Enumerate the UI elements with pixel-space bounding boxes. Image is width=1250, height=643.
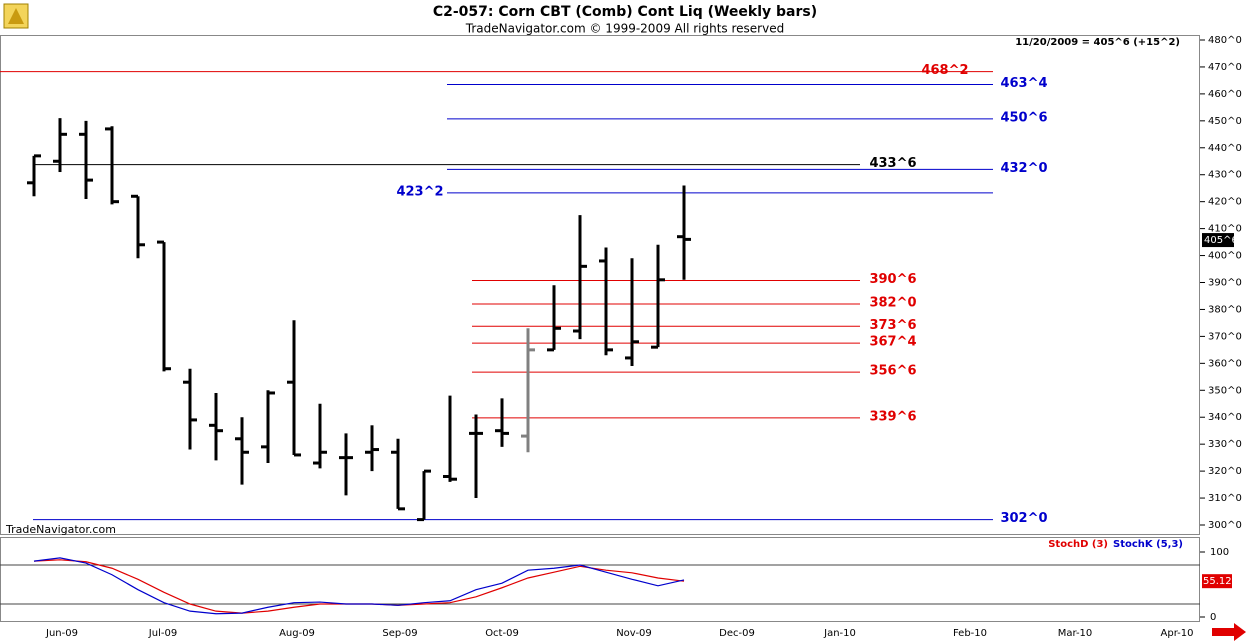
chart-title: C2-057: Corn CBT (Comb) Cont Liq (Weekly… <box>433 4 817 20</box>
y-tick-label: 320^0 <box>1208 466 1242 477</box>
x-tick-label: Mar-10 <box>1058 628 1093 639</box>
level-label: 373^6 <box>869 318 916 333</box>
y-tick-label: 480^0 <box>1208 35 1242 46</box>
level-label: 433^6 <box>869 156 916 171</box>
y-tick-label: 400^0 <box>1208 251 1242 262</box>
x-tick-label: Feb-10 <box>953 628 987 639</box>
y-tick-label: 450^0 <box>1208 116 1242 127</box>
level-label: 356^6 <box>869 364 916 379</box>
scroll-arrow[interactable] <box>1212 623 1246 641</box>
level-label: 382^0 <box>869 296 916 311</box>
level-label: 468^2 <box>921 63 968 78</box>
y-tick-label: 340^0 <box>1208 412 1242 423</box>
y-tick-label: 0 <box>1210 612 1216 623</box>
stoch-panel <box>0 537 1200 622</box>
x-tick-label: Oct-09 <box>485 628 519 639</box>
last-value-box <box>1202 574 1232 589</box>
y-tick-label: 390^0 <box>1208 278 1242 289</box>
level-label: 339^6 <box>869 409 916 424</box>
x-tick-label: Jul-09 <box>148 628 177 639</box>
y-tick-label: 410^0 <box>1208 224 1242 235</box>
y-tick-label: 380^0 <box>1208 304 1242 315</box>
y-tick-label: 310^0 <box>1208 493 1242 504</box>
level-label: 450^6 <box>1000 110 1047 125</box>
y-tick-label: 350^0 <box>1208 385 1242 396</box>
last-price-box <box>1202 233 1234 248</box>
level-label: 367^4 <box>869 335 916 350</box>
chart-subtitle: TradeNavigator.com © 1999-2009 All right… <box>465 22 784 36</box>
y-tick-label: 460^0 <box>1208 89 1242 100</box>
y-tick-label: 470^0 <box>1208 62 1242 73</box>
x-tick-label: Aug-09 <box>279 628 315 639</box>
x-tick-label: Nov-09 <box>616 628 652 639</box>
y-tick-label: 440^0 <box>1208 143 1242 154</box>
x-tick-label: Jun-09 <box>45 628 78 639</box>
y-tick-label: 420^0 <box>1208 197 1242 208</box>
y-tick-label: 430^0 <box>1208 170 1242 181</box>
last-price-label: 405^6 <box>1204 235 1238 246</box>
level-label: 390^6 <box>869 272 916 287</box>
logo <box>3 3 29 29</box>
legend-entry: StochK (5,3) <box>1113 539 1183 550</box>
price-panel <box>0 35 1200 535</box>
y-tick-label: 100 <box>1210 547 1229 558</box>
x-tick-label: Jan-10 <box>823 628 856 639</box>
y-tick-label: 360^0 <box>1208 358 1242 369</box>
y-tick-label: 300^0 <box>1208 520 1242 531</box>
header-note: 11/20/2009 = 405^6 (+15^2) <box>1015 37 1180 48</box>
level-label: 432^0 <box>1000 161 1047 176</box>
x-tick-label: Dec-09 <box>719 628 755 639</box>
watermark: TradeNavigator.com <box>5 523 116 536</box>
level-label: 302^0 <box>1000 511 1047 526</box>
level-label: 423^2 <box>396 184 443 199</box>
y-tick-label: 370^0 <box>1208 331 1242 342</box>
level-label: 463^4 <box>1000 76 1047 91</box>
legend-entry: StochD (3) <box>1048 539 1108 550</box>
x-tick-label: Sep-09 <box>382 628 417 639</box>
y-tick-label: 330^0 <box>1208 439 1242 450</box>
stoch-line <box>33 557 685 615</box>
last-value-label: 55.12 <box>1203 576 1232 587</box>
x-tick-label: Apr-10 <box>1161 628 1194 639</box>
